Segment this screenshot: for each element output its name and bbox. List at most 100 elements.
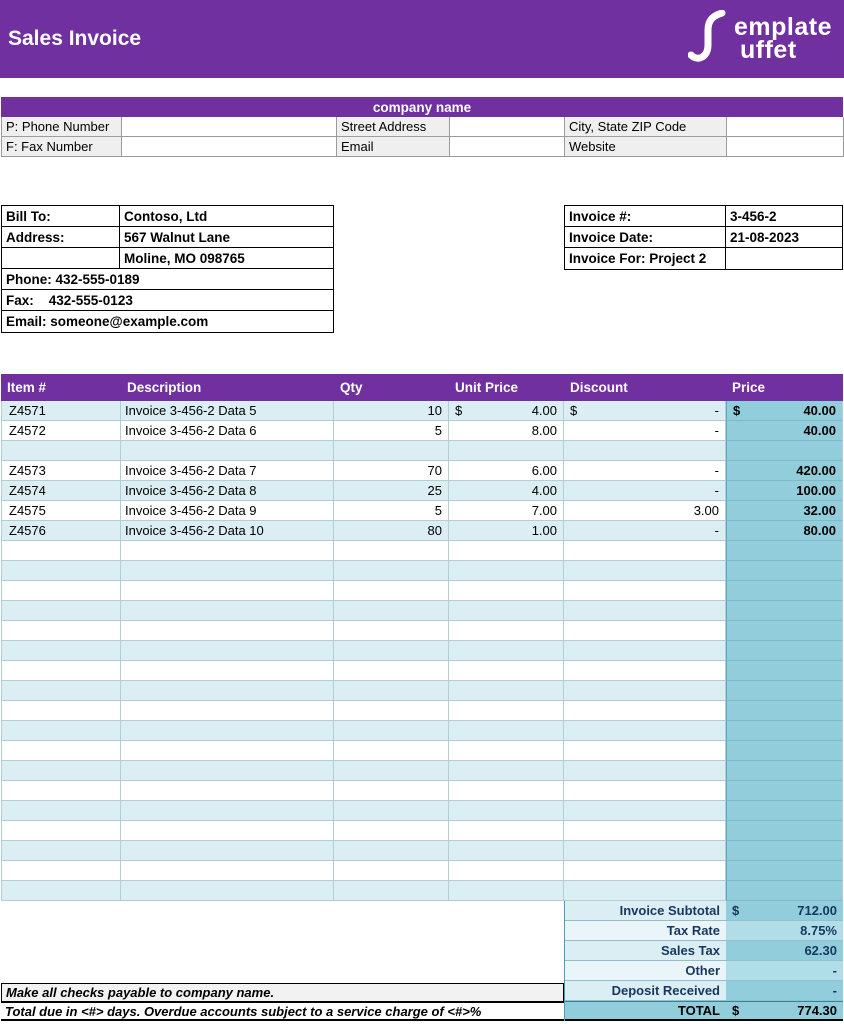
cell-price[interactable]: $40.00 — [726, 401, 843, 421]
cell-price[interactable]: 100.00 — [726, 481, 843, 501]
cell-qty[interactable] — [334, 561, 449, 581]
cell-item-number[interactable] — [1, 741, 121, 761]
address-line2[interactable]: Moline, MO 098765 — [124, 250, 245, 266]
cell-discount[interactable] — [564, 701, 726, 721]
cell-description[interactable] — [121, 801, 334, 821]
cell-unit-price[interactable] — [449, 661, 564, 681]
cell-description[interactable] — [121, 701, 334, 721]
cell-price[interactable]: 80.00 — [726, 521, 843, 541]
cell-discount[interactable] — [564, 641, 726, 661]
tax-rate-value[interactable]: 8.75% — [726, 921, 843, 940]
cell-qty[interactable] — [334, 881, 449, 901]
cell-price[interactable] — [726, 561, 843, 581]
cell-description[interactable] — [121, 781, 334, 801]
cell-item-number[interactable] — [1, 441, 121, 461]
cell-qty[interactable] — [334, 861, 449, 881]
cell-description[interactable] — [121, 821, 334, 841]
cell-unit-price[interactable] — [449, 681, 564, 701]
cell-price[interactable] — [726, 601, 843, 621]
cell-item-number[interactable]: Z4572 — [1, 421, 121, 441]
cell-item-number[interactable] — [1, 541, 121, 561]
cell-price[interactable] — [726, 661, 843, 681]
cell-discount[interactable] — [564, 841, 726, 861]
cell-price[interactable] — [726, 841, 843, 861]
cell-qty[interactable] — [334, 441, 449, 461]
cell-qty[interactable] — [334, 841, 449, 861]
cell-discount[interactable]: - — [564, 461, 726, 481]
cell-unit-price[interactable] — [449, 701, 564, 721]
cell-description[interactable]: Invoice 3-456-2 Data 5 — [121, 401, 334, 421]
cell-qty[interactable]: 80 — [334, 521, 449, 541]
cell-description[interactable] — [121, 741, 334, 761]
deposit-received-value[interactable]: - — [726, 981, 843, 1000]
subtotal-value[interactable]: $712.00 — [726, 901, 843, 920]
cell-unit-price[interactable] — [449, 761, 564, 781]
cell-description[interactable] — [121, 601, 334, 621]
cell-description[interactable] — [121, 881, 334, 901]
cell-discount[interactable]: - — [564, 481, 726, 501]
city-state-zip-cell[interactable] — [727, 117, 844, 137]
cell-qty[interactable]: 5 — [334, 421, 449, 441]
cell-discount[interactable] — [564, 441, 726, 461]
cell-unit-price[interactable] — [449, 641, 564, 661]
cell-unit-price[interactable] — [449, 781, 564, 801]
cell-description[interactable] — [121, 441, 334, 461]
cell-price[interactable] — [726, 441, 843, 461]
cell-qty[interactable]: 5 — [334, 501, 449, 521]
cell-item-number[interactable] — [1, 761, 121, 781]
bill-to-name[interactable]: Contoso, Ltd — [124, 208, 208, 224]
cell-unit-price[interactable] — [449, 441, 564, 461]
cell-description[interactable] — [121, 541, 334, 561]
cell-item-number[interactable]: Z4575 — [1, 501, 121, 521]
cell-item-number[interactable]: Z4573 — [1, 461, 121, 481]
street-address-cell[interactable] — [450, 117, 565, 137]
cell-qty[interactable] — [334, 641, 449, 661]
email-value-cell[interactable] — [450, 137, 565, 157]
cell-discount[interactable] — [564, 541, 726, 561]
cell-item-number[interactable] — [1, 841, 121, 861]
cell-item-number[interactable] — [1, 781, 121, 801]
cell-price[interactable] — [726, 861, 843, 881]
cell-price[interactable] — [726, 541, 843, 561]
cell-discount[interactable]: 3.00 — [564, 501, 726, 521]
cell-discount[interactable] — [564, 761, 726, 781]
cell-discount[interactable]: - — [564, 521, 726, 541]
cell-price[interactable] — [726, 881, 843, 901]
cell-item-number[interactable]: Z4571 — [1, 401, 121, 421]
cell-price[interactable] — [726, 761, 843, 781]
cell-item-number[interactable] — [1, 721, 121, 741]
cell-price[interactable] — [726, 681, 843, 701]
cell-description[interactable] — [121, 641, 334, 661]
customer-email[interactable]: Email: someone@example.com — [6, 314, 209, 329]
cell-discount[interactable] — [564, 781, 726, 801]
cell-qty[interactable] — [334, 781, 449, 801]
cell-description[interactable] — [121, 841, 334, 861]
cell-description[interactable] — [121, 661, 334, 681]
cell-qty[interactable]: 25 — [334, 481, 449, 501]
cell-qty[interactable] — [334, 721, 449, 741]
cell-unit-price[interactable]: 6.00 — [449, 461, 564, 481]
cell-qty[interactable] — [334, 821, 449, 841]
cell-discount[interactable] — [564, 861, 726, 881]
cell-discount[interactable]: - — [564, 421, 726, 441]
cell-qty[interactable] — [334, 701, 449, 721]
cell-discount[interactable] — [564, 601, 726, 621]
cell-item-number[interactable] — [1, 821, 121, 841]
cell-description[interactable] — [121, 721, 334, 741]
cell-item-number[interactable] — [1, 701, 121, 721]
cell-price[interactable] — [726, 821, 843, 841]
cell-qty[interactable] — [334, 801, 449, 821]
cell-description[interactable] — [121, 681, 334, 701]
cell-qty[interactable] — [334, 761, 449, 781]
cell-price[interactable] — [726, 701, 843, 721]
cell-unit-price[interactable] — [449, 721, 564, 741]
cell-price[interactable] — [726, 621, 843, 641]
cell-description[interactable]: Invoice 3-456-2 Data 9 — [121, 501, 334, 521]
address-line1[interactable]: 567 Walnut Lane — [124, 229, 231, 245]
cell-unit-price[interactable]: $4.00 — [449, 401, 564, 421]
cell-item-number[interactable] — [1, 581, 121, 601]
cell-unit-price[interactable]: 1.00 — [449, 521, 564, 541]
cell-item-number[interactable]: Z4576 — [1, 521, 121, 541]
cell-price[interactable]: 420.00 — [726, 461, 843, 481]
cell-unit-price[interactable]: 8.00 — [449, 421, 564, 441]
